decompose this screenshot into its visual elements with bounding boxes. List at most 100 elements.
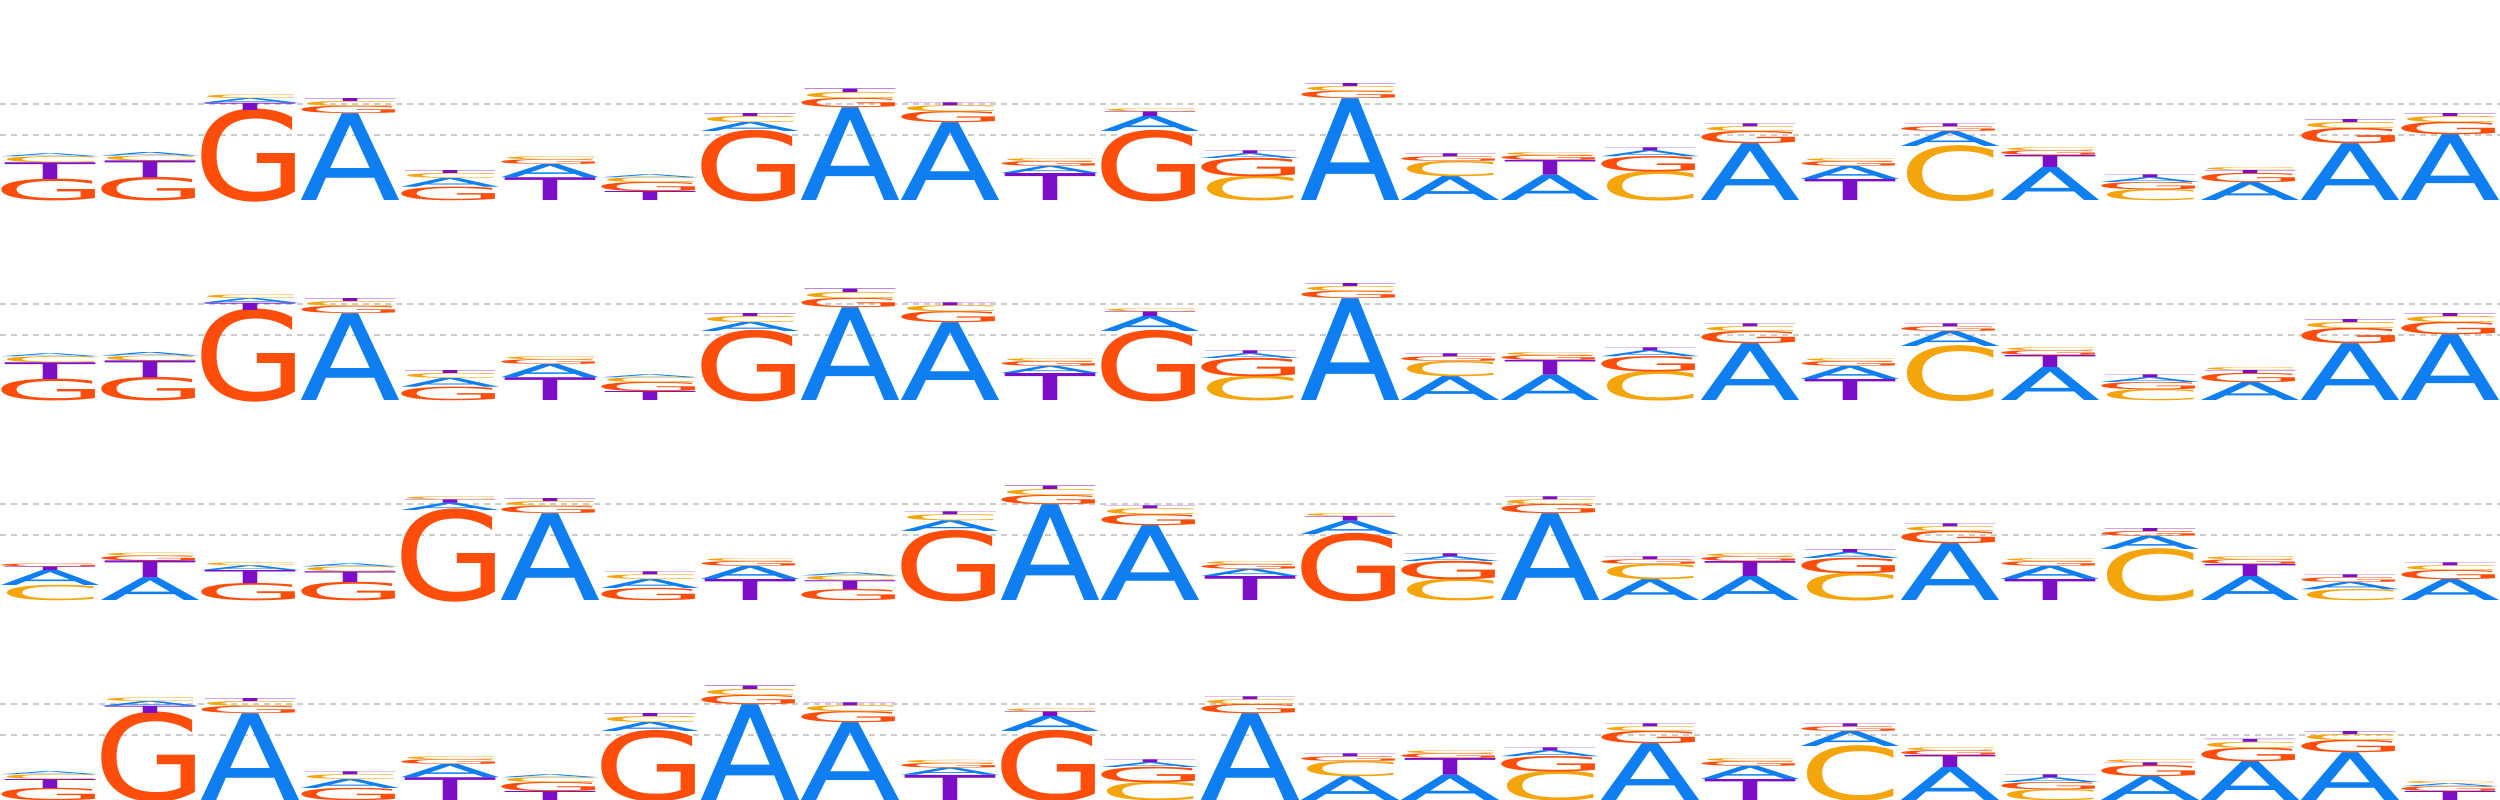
logo-letter-a: A — [1100, 312, 1201, 336]
logo-letter-c: C — [299, 773, 402, 781]
logo-letter-t: T — [1304, 282, 1396, 287]
logo-letter-t: T — [2004, 573, 2097, 606]
logo-letter-g: G — [1493, 154, 1607, 162]
logo-letter-c: C — [599, 714, 702, 724]
logo-letter-t: T — [904, 301, 996, 306]
logo-letter-g: G — [593, 180, 707, 194]
logo-letter-t: T — [604, 189, 697, 203]
logo-letter-c: C — [999, 157, 1102, 162]
logo-letter-g: G — [1593, 728, 1707, 747]
logo-letter-t: T — [504, 371, 597, 407]
logo-letter-t: T — [1504, 356, 1596, 380]
logo-letter-c: C — [1299, 285, 1402, 293]
logo-letter-a: A — [2200, 751, 2301, 800]
logo-letter-t: T — [204, 697, 296, 702]
logo-letter-g: G — [1693, 128, 1807, 147]
logo-letter-g: G — [1293, 516, 1407, 621]
logo-letter-a: A — [2400, 782, 2500, 787]
logo-letter-t: T — [2404, 561, 2496, 566]
logo-letter-a: A — [2000, 158, 2101, 211]
logo-letter-a: A — [2000, 776, 2101, 784]
logo-letter-c: C — [99, 552, 202, 557]
logo-letter-g: G — [2393, 785, 2500, 793]
logo-letter-c: C — [1099, 307, 1202, 312]
logo-letter-a: A — [800, 82, 901, 230]
logo-letter-a: A — [400, 375, 501, 389]
logo-letter-a: A — [600, 577, 701, 591]
logo-letter-a: A — [1100, 112, 1201, 136]
logo-letter-g: G — [2093, 380, 2207, 392]
logo-letter-g: G — [893, 761, 1007, 769]
logo-letter-c: C — [1699, 125, 1802, 133]
logo-letter-g: G — [693, 313, 807, 423]
logo-letter-a: A — [300, 777, 401, 791]
logo-letter-g: G — [1393, 556, 1507, 585]
logo-letter-a: A — [1700, 128, 1801, 219]
logo-letter-c: C — [499, 155, 602, 160]
logo-letter-c: C — [1899, 132, 2002, 218]
logo-letter-t: T — [404, 771, 497, 800]
logo-letter-a: A — [2200, 177, 2301, 206]
logo-letter-a: A — [1000, 712, 1101, 736]
logo-letter-c: C — [1799, 732, 1902, 800]
logo-letter-t: T — [704, 573, 797, 606]
logo-letter-g: G — [1093, 511, 1207, 528]
logo-letter-t: T — [604, 570, 696, 575]
logo-letter-g: G — [893, 108, 1007, 125]
logo-letter-t: T — [1004, 366, 1096, 409]
logo-letter-a: A — [600, 720, 701, 734]
logo-letter-t: T — [1204, 695, 1296, 700]
logo-letter-c: C — [0, 355, 101, 365]
logo-letter-a: A — [2100, 532, 2201, 553]
logo-letter-g: G — [2093, 530, 2207, 538]
logo-letter-a: A — [1000, 364, 1101, 376]
logo-letter-t: T — [1204, 149, 1296, 154]
logo-letter-t: T — [1604, 555, 1696, 560]
logo-letter-c: C — [499, 355, 602, 360]
logo-letter-c: C — [1199, 170, 1302, 208]
logo-letter-g: G — [1793, 554, 1907, 578]
logo-letter-c: C — [1699, 552, 1802, 557]
logo-letter-t: T — [1104, 310, 1196, 318]
logo-letter-g: G — [2393, 319, 2500, 338]
logo-letter-t: T — [2304, 573, 2396, 578]
logo-letter-g: G — [2393, 119, 2500, 138]
logo-letter-a: A — [100, 151, 201, 157]
logo-letter-c: C — [2099, 186, 2202, 203]
logo-letter-c: C — [699, 314, 802, 324]
logo-letter-g: G — [493, 358, 607, 366]
logo-letter-t: T — [204, 101, 296, 113]
logo-letter-c: C — [0, 581, 101, 605]
logo-letter-c: C — [899, 513, 1002, 523]
logo-letter-a: A — [600, 373, 701, 378]
logo-letter-t: T — [2204, 169, 2296, 174]
logo-letter-g: G — [2293, 737, 2407, 756]
logo-letter-c: C — [599, 176, 702, 184]
logo-letter-g: G — [93, 690, 207, 800]
logo-letter-a: A — [700, 678, 801, 800]
logo-letter-a: A — [1300, 770, 1401, 800]
logo-letter-a: A — [1400, 370, 1501, 408]
logo-letter-t: T — [404, 498, 496, 504]
logo-letter-g: G — [193, 286, 307, 430]
logo-letter-a: A — [1900, 758, 2001, 800]
logo-letter-c: C — [2199, 740, 2302, 750]
logo-letter-a: A — [1200, 152, 1301, 160]
logo-letter-t: T — [2104, 761, 2196, 766]
logo-letter-a: A — [2300, 328, 2401, 419]
logo-letter-t: T — [304, 568, 397, 585]
logo-letter-g: G — [593, 713, 707, 800]
logo-letter-t: T — [604, 712, 696, 717]
logo-letter-t: T — [804, 578, 897, 592]
logo-letter-t: T — [704, 312, 796, 317]
logo-letter-t: T — [1904, 752, 1997, 771]
logo-letter-a: A — [1700, 328, 1801, 419]
logo-letter-g: G — [0, 785, 107, 800]
logo-letter-c: C — [1899, 525, 2002, 533]
logo-letter-c: C — [899, 304, 1002, 314]
logo-letter-a: A — [300, 90, 401, 229]
logo-letter-g: G — [1993, 560, 2107, 568]
logo-letter-c: C — [99, 354, 202, 362]
logo-letter-t: T — [104, 156, 196, 183]
